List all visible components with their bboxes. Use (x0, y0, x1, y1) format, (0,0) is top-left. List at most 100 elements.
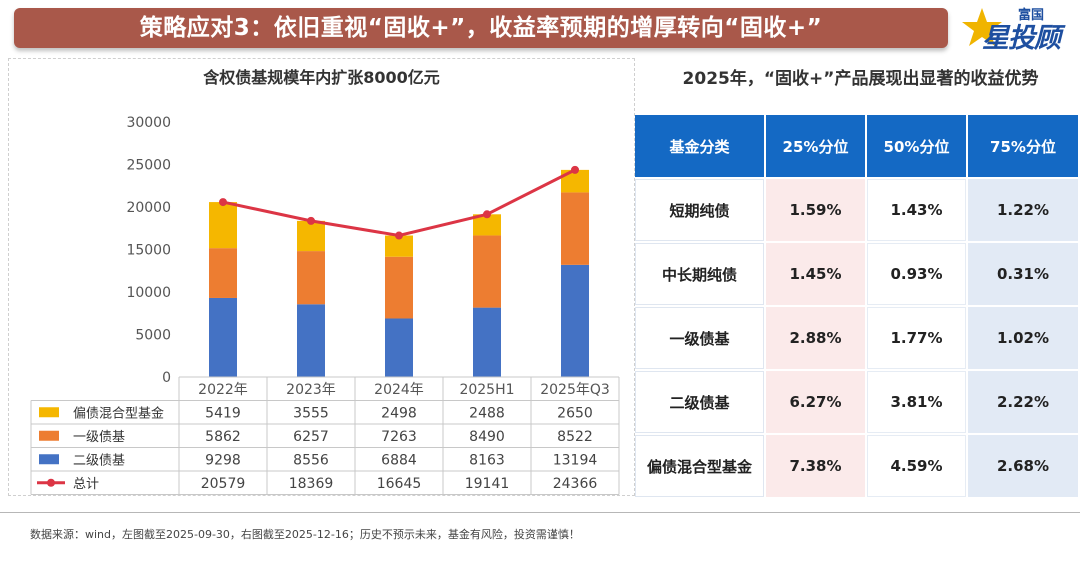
total-point (307, 216, 315, 225)
x-tick-label: 2025年Q3 (540, 382, 610, 398)
y-tick-label: 10000 (126, 285, 171, 301)
total-point (395, 231, 403, 240)
bar-segment (209, 248, 237, 298)
star-logo-icon (962, 8, 1002, 46)
data-label: 2650 (557, 405, 593, 421)
total-point (571, 165, 579, 174)
data-label: 8490 (469, 429, 505, 445)
data-label: 20579 (201, 476, 246, 492)
data-label: 6884 (381, 452, 417, 468)
row-p50: 1.77% (867, 307, 966, 369)
row-category: 偏债混合型基金 (635, 435, 764, 497)
row-p75: 1.02% (968, 307, 1078, 369)
row-p25: 2.88% (766, 307, 865, 369)
legend-swatch (39, 430, 59, 441)
data-label: 5419 (205, 405, 241, 421)
row-p50: 4.59% (867, 435, 966, 497)
bar-segment (473, 214, 501, 236)
row-p50: 3.81% (867, 371, 966, 433)
data-label: 2488 (469, 405, 505, 421)
row-p50: 1.43% (867, 179, 966, 241)
table-row: 一级债基 2.88% 1.77% 1.02% (635, 307, 1078, 369)
footer-divider (0, 512, 1080, 513)
data-label: 3555 (293, 405, 329, 421)
data-label: 8522 (557, 429, 593, 445)
row-p50: 0.93% (867, 243, 966, 305)
y-tick-label: 15000 (126, 243, 171, 259)
table-row: 短期纯债 1.59% 1.43% 1.22% (635, 179, 1078, 241)
y-tick-label: 0 (162, 370, 171, 386)
row-category: 二级债基 (635, 371, 764, 433)
row-p25: 7.38% (766, 435, 865, 497)
y-tick-label: 20000 (126, 200, 171, 216)
data-label: 8163 (469, 452, 505, 468)
row-category: 短期纯债 (635, 179, 764, 241)
data-label: 13194 (553, 452, 598, 468)
row-p75: 2.22% (968, 371, 1078, 433)
legend-swatch (39, 407, 59, 418)
bar-segment (385, 256, 413, 319)
y-tick-label: 30000 (126, 115, 171, 131)
legend-swatch (39, 454, 59, 465)
bar-segment (561, 264, 589, 377)
chart-title: 含权债基规模年内扩张8000亿元 (203, 68, 440, 87)
y-tick-label: 5000 (135, 328, 171, 344)
header-p75: 75%分位 (968, 115, 1078, 177)
legend-label: 偏债混合型基金 (73, 405, 164, 421)
x-tick-label: 2025H1 (459, 382, 514, 398)
row-p25: 1.45% (766, 243, 865, 305)
table-row: 偏债混合型基金 7.38% 4.59% 2.68% (635, 435, 1078, 497)
header-p25: 25%分位 (766, 115, 865, 177)
data-label: 6257 (293, 429, 329, 445)
x-tick-label: 2023年 (286, 382, 336, 398)
total-point (483, 210, 491, 219)
row-p25: 1.59% (766, 179, 865, 241)
bar-segment (297, 304, 325, 377)
bar-segment (561, 169, 589, 193)
bar-segment (561, 192, 589, 265)
data-label: 16645 (377, 476, 422, 492)
bar-segment (209, 202, 237, 249)
data-label: 8556 (293, 452, 329, 468)
title-banner: 策略应对3：依旧重视“固收+”，收益率预期的增厚转向“固收+” (14, 8, 948, 48)
row-p75: 0.31% (968, 243, 1078, 305)
brand-logo: 富国 星投顾 (960, 2, 1075, 54)
page-title: 策略应对3：依旧重视“固收+”，收益率预期的增厚转向“固收+” (139, 15, 823, 41)
table-header-row: 基金分类 25%分位 50%分位 75%分位 (635, 115, 1078, 177)
footer-source: 数据来源：wind，左图截至2025-09-30，右图截至2025-12-16；… (30, 528, 580, 541)
total-point (219, 198, 227, 207)
header-p50: 50%分位 (867, 115, 966, 177)
data-label: 19141 (465, 476, 510, 492)
total-line (222, 168, 576, 238)
row-category: 中长期纯债 (635, 243, 764, 305)
bar-segment (209, 297, 237, 377)
bar-segment (385, 318, 413, 377)
bar-segment (473, 307, 501, 377)
bar-segment (473, 235, 501, 308)
y-tick-label: 25000 (126, 158, 171, 174)
legend-label: 总计 (73, 477, 99, 492)
stacked-bar-chart: 0 5000 10000 15000 20000 25000 30000 2022年 2023年… (30, 115, 620, 495)
x-tick-label: 2024年 (374, 382, 424, 398)
chart-panel: 含权债基规模年内扩张8000亿元 0 5000 10000 15000 20000 250… (8, 58, 635, 496)
data-label: 18369 (289, 476, 334, 492)
logo-main-text: 星投顾 (982, 23, 1061, 54)
bar-segment (385, 235, 413, 257)
header-category: 基金分类 (635, 115, 764, 177)
data-label: 5862 (205, 429, 241, 445)
logo-small-text: 富国 (1018, 8, 1045, 23)
data-label: 2498 (381, 405, 417, 421)
bar-segment (297, 251, 325, 305)
data-label: 9298 (205, 452, 241, 468)
legend-point-swatch (47, 478, 55, 487)
data-label: 24366 (553, 476, 598, 492)
row-p75: 1.22% (968, 179, 1078, 241)
data-label: 7263 (381, 429, 417, 445)
table-row: 二级债基 6.27% 3.81% 2.22% (635, 371, 1078, 433)
row-p25: 6.27% (766, 371, 865, 433)
legend-label: 一级债基 (73, 430, 125, 445)
row-p75: 2.68% (968, 435, 1078, 497)
row-category: 一级债基 (635, 307, 764, 369)
legend-label: 二级债基 (73, 453, 125, 468)
yield-table: 基金分类 25%分位 50%分位 75%分位 短期纯债 1.59% 1.43% … (633, 113, 1080, 499)
